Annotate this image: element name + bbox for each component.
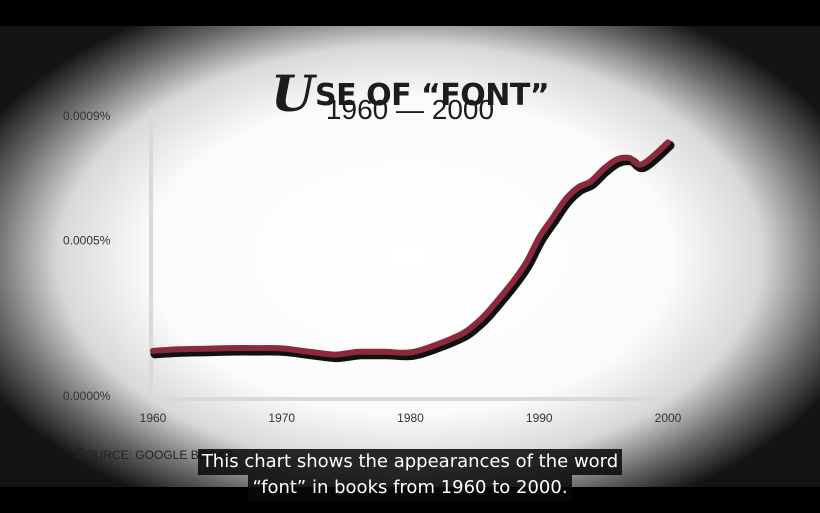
series-line	[150, 139, 671, 358]
y-tick-label-1: 0.0005%	[63, 233, 111, 247]
source-text: OURCE: GOOGLE BOOKS	[85, 448, 234, 462]
subtitle-line-2: “font” in books from 1960 to 2000.	[248, 475, 572, 501]
source-note: SOURCE: GOOGLE BOOKS	[74, 444, 233, 464]
x-tick-label-1960: 1960	[140, 411, 167, 425]
x-tick-label-1990: 1990	[526, 411, 553, 425]
chart-title: USE OF “FONT”	[0, 64, 820, 123]
subtitle-line-1: This chart shows the appearances of the …	[197, 449, 623, 475]
source-initial: S	[74, 444, 86, 463]
subtitle-captions: This chart shows the appearances of the …	[0, 449, 820, 501]
x-tick-label-1980: 1980	[397, 411, 424, 425]
y-tick-label-0: 0.0000%	[63, 389, 111, 403]
y-tick-label-2: 0.0009%	[63, 109, 111, 123]
title-initial: U	[270, 64, 315, 123]
x-tick-label-2000: 2000	[655, 411, 682, 425]
x-tick-label-1970: 1970	[268, 411, 295, 425]
video-frame: USE OF “FONT” 1960 — 2000 0.0000% 0.0005%…	[0, 26, 820, 487]
line-chart: 0.0000% 0.0005% 0.0009% 1960 1970 1980 1990 200…	[63, 109, 682, 425]
title-text: SE OF “FONT”	[315, 78, 550, 113]
chart-subtitle: 1960 — 2000	[325, 94, 495, 125]
